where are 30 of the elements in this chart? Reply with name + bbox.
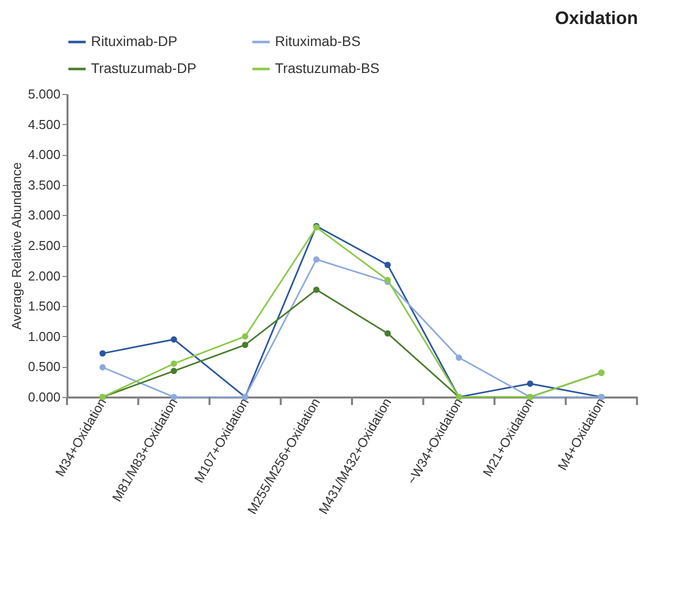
point	[313, 286, 320, 293]
y-tick-label: 2.500	[28, 238, 60, 253]
y-tick-label: 0.500	[28, 359, 60, 374]
y-tick-label: 3.500	[28, 177, 60, 192]
legend-label: Rituximab-BS	[275, 33, 361, 49]
point	[242, 333, 248, 340]
y-tick-label: 0.000	[28, 390, 60, 404]
y-tick-label: 2.000	[28, 268, 60, 284]
y-tick-label: 1.000	[28, 328, 60, 344]
y-tick-label: 3.000	[28, 208, 60, 223]
point	[313, 256, 320, 263]
point	[456, 354, 462, 361]
point	[170, 336, 178, 343]
legend-label: Trastuzumab-BS	[275, 60, 380, 76]
legend-label: Trastuzumab-DP	[91, 60, 196, 76]
point	[99, 350, 106, 357]
point	[99, 364, 106, 370]
y-tick-label: 5.000	[28, 86, 60, 102]
y-tick-label: 4.500	[28, 116, 60, 132]
y-tick-label: 1.500	[28, 298, 60, 314]
legend-label: Rituximab-DP	[91, 33, 178, 49]
y-axis-title: Average Relative Abundance	[8, 162, 24, 330]
point	[526, 380, 534, 387]
point	[242, 342, 248, 348]
point	[170, 360, 178, 367]
y-tick-label: 4.000	[28, 147, 60, 162]
point	[384, 262, 391, 268]
point	[170, 368, 178, 374]
chart-title: Oxidation	[554, 8, 638, 28]
point	[384, 330, 391, 337]
